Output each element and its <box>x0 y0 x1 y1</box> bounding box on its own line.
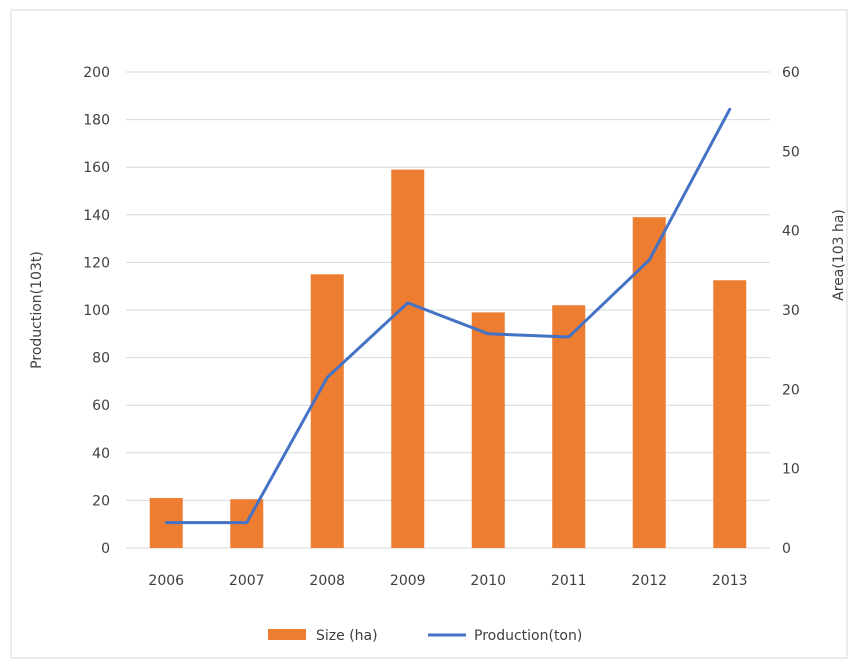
x-tick-label: 2008 <box>309 573 345 589</box>
bar-size-2010 <box>471 312 505 548</box>
y-axis-left-title: Production(103t) <box>29 251 45 369</box>
line-series <box>164 107 732 525</box>
y-left-tick-label: 180 <box>83 113 110 129</box>
y-right-tick-label: 40 <box>782 224 800 240</box>
y-left-tick-label: 60 <box>92 398 110 414</box>
y-left-tick-label: 140 <box>83 208 110 224</box>
x-tick-label: 2009 <box>390 573 426 589</box>
legend: Size (ha) Production(ton) <box>268 628 582 644</box>
bar-series <box>149 169 747 548</box>
bar-size-2011 <box>552 305 586 548</box>
y-left-tick-label: 120 <box>83 255 110 271</box>
line-production <box>164 107 732 525</box>
y-left-tick-label: 40 <box>92 446 110 462</box>
y-left-tick-label: 100 <box>83 303 110 319</box>
bar-size-2013 <box>713 280 747 548</box>
y-left-tick-label: 80 <box>92 351 110 367</box>
y-left-tick-label: 200 <box>83 65 110 81</box>
y-right-tick-label: 50 <box>782 144 800 160</box>
x-tick-label: 2010 <box>470 573 506 589</box>
y-right-tick-label: 10 <box>782 462 800 478</box>
legend-label-production: Production(ton) <box>474 628 582 644</box>
chart-frame <box>10 9 848 659</box>
axes: 0 20 40 60 80 100 120 140 160 180 200 0 10 20 30 40 50 60… <box>83 65 800 589</box>
bar-size-2009 <box>391 169 425 548</box>
y-left-tick-label: 160 <box>83 160 110 176</box>
bar-size-2008 <box>310 274 344 548</box>
x-tick-label: 2007 <box>229 573 265 589</box>
legend-label-size: Size (ha) <box>316 628 378 644</box>
legend-swatch-size <box>268 629 306 640</box>
y-right-tick-label: 20 <box>782 382 800 398</box>
y-right-tick-label: 0 <box>782 541 791 557</box>
x-tick-label: 2013 <box>712 573 748 589</box>
x-tick-label: 2011 <box>551 573 587 589</box>
y-axis-right-title: Area(103 ha) <box>831 209 847 301</box>
bar-size-2012 <box>632 217 666 548</box>
y-left-tick-label: 20 <box>92 493 110 509</box>
x-tick-label: 2006 <box>148 573 184 589</box>
y-left-tick-label: 0 <box>101 541 110 557</box>
x-tick-label: 2012 <box>631 573 667 589</box>
y-right-tick-label: 60 <box>782 65 800 81</box>
y-right-tick-label: 30 <box>782 303 800 319</box>
